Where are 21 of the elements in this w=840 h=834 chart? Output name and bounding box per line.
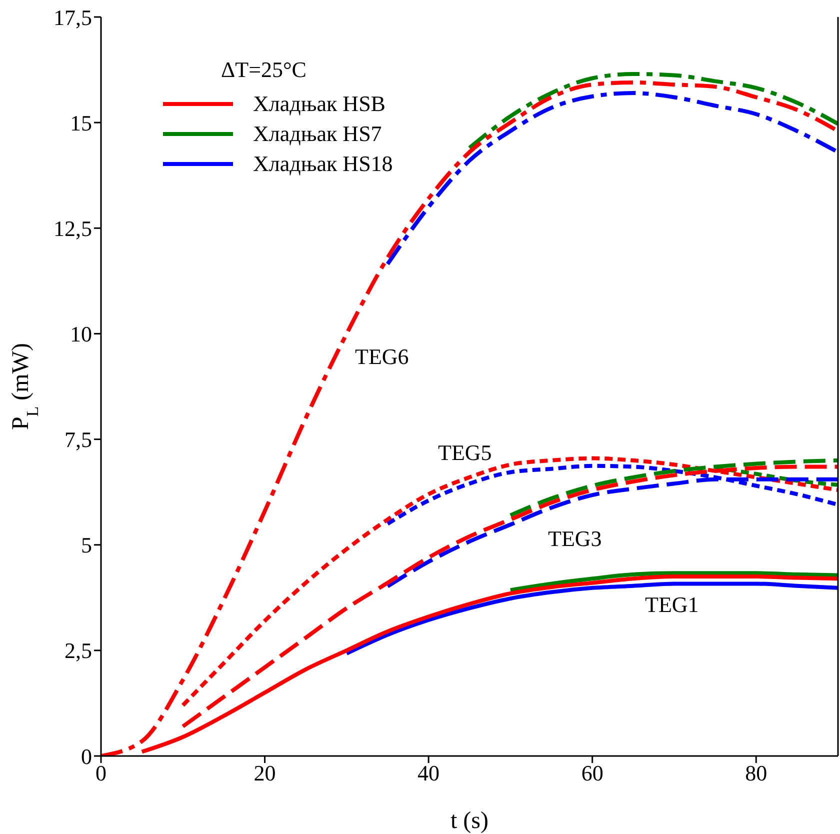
annotation: TEG6 <box>355 344 409 370</box>
y-tick-label: 10 <box>70 322 92 347</box>
x-tick-label: 60 <box>581 760 604 786</box>
annotation: TEG3 <box>548 526 602 552</box>
y-tick-label: 5 <box>81 532 92 558</box>
x-tick-label: 20 <box>254 760 276 786</box>
x-axis-title: t (s) <box>450 808 488 834</box>
legend-label: Хладњак HS18 <box>253 151 393 177</box>
y-tick-label: 7,5 <box>64 427 92 452</box>
legend-label: Хладњак HSB <box>253 91 386 117</box>
annotation: TEG5 <box>438 440 492 466</box>
annotation: TEG1 <box>645 592 699 618</box>
y-tick-label: 2,5 <box>64 638 92 664</box>
legend-title: ΔT=25°C <box>220 57 308 83</box>
y-tick-label: 15 <box>70 110 92 136</box>
y-tick-label: 12,5 <box>54 216 92 241</box>
legend-label: Хладњак HS7 <box>253 121 382 147</box>
y-tick-label: 17,5 <box>54 4 92 30</box>
x-tick-label: 80 <box>745 760 768 786</box>
x-tick-label: 40 <box>418 760 440 786</box>
y-tick-label: 0 <box>81 744 92 769</box>
